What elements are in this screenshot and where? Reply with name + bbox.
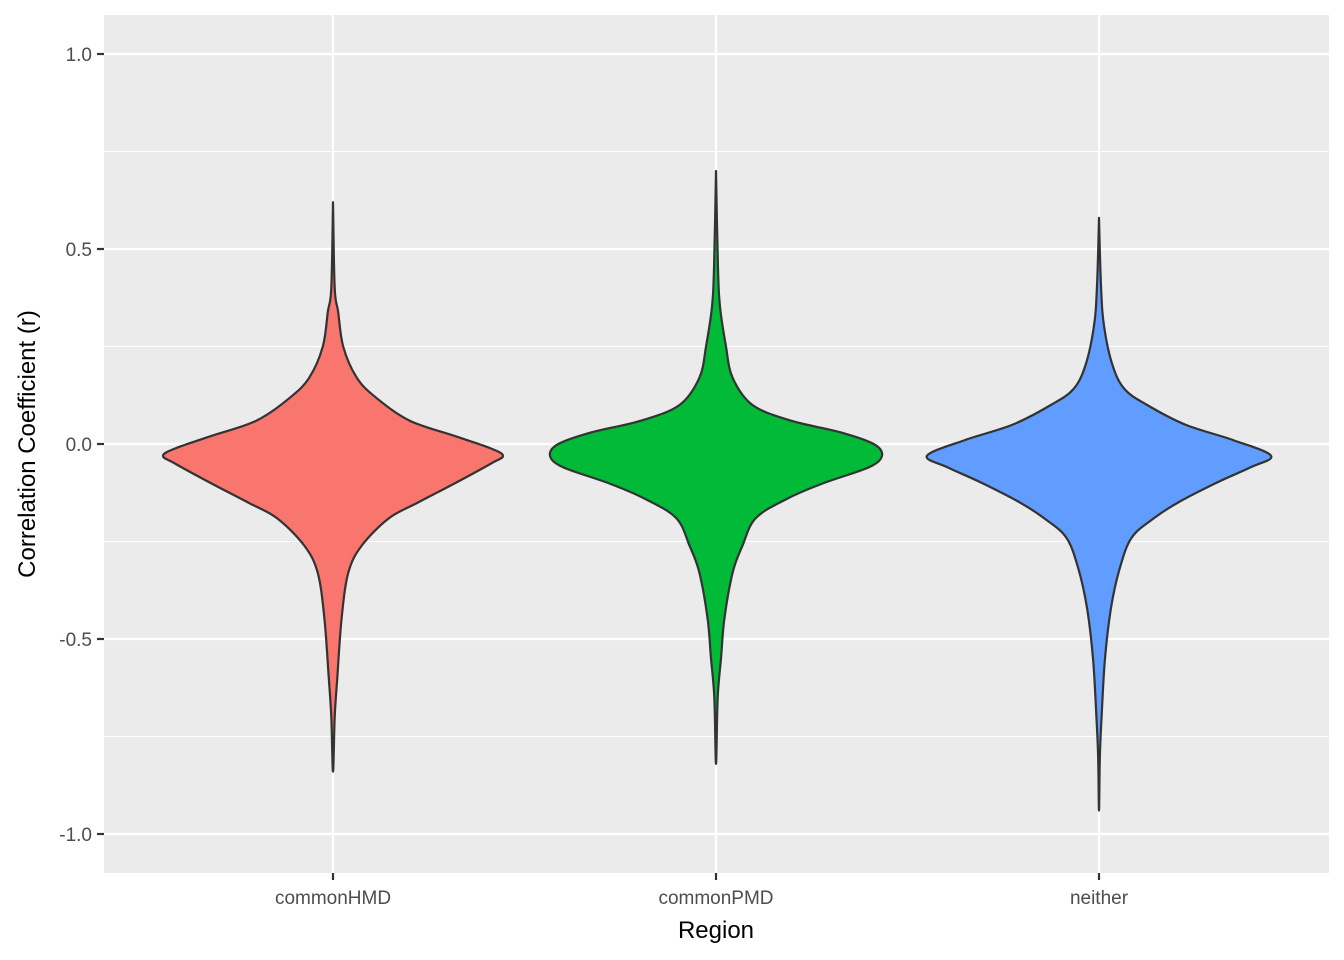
x-tick-label-neither: neither <box>1070 888 1129 909</box>
y-tick-label: -0.5 <box>59 630 92 651</box>
y-axis-title: Correlation Coefficient (r) <box>14 310 41 578</box>
y-tick-label: 0.5 <box>66 240 92 261</box>
x-axis: commonHMD commonPMD neither <box>275 873 1129 909</box>
y-tick-label: 1.0 <box>66 45 92 66</box>
violin-commonPMD <box>548 169 884 765</box>
x-tick-label-commonHMD: commonHMD <box>275 888 391 909</box>
y-tick-label: -1.0 <box>59 825 92 846</box>
violin-neither <box>925 216 1273 812</box>
y-axis: -1.0 -0.5 0.0 0.5 1.0 <box>59 45 104 846</box>
x-tick-label-commonPMD: commonPMD <box>658 888 773 909</box>
violin-commonHMD <box>161 201 505 773</box>
violins <box>161 169 1273 812</box>
x-axis-title: Region <box>678 917 754 944</box>
y-tick-label: 0.0 <box>66 435 92 456</box>
